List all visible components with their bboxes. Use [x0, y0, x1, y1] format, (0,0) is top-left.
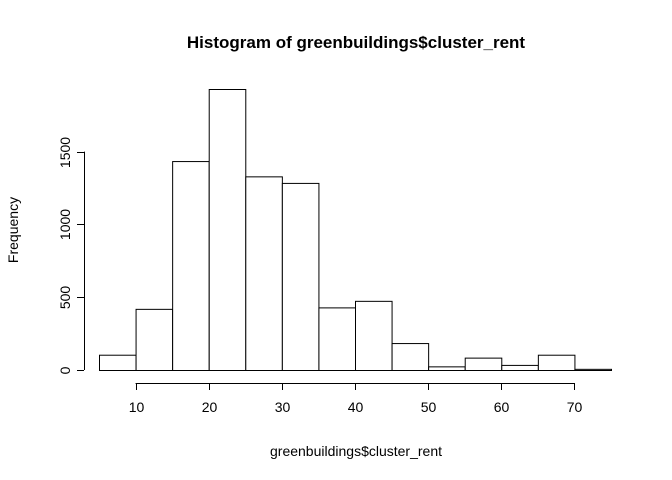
histogram-bar: [318, 307, 356, 371]
x-tick-label: 20: [202, 399, 218, 415]
histogram-bar: [537, 354, 576, 371]
histogram-bar: [391, 343, 430, 371]
y-tick-label: 1000: [57, 209, 73, 240]
x-tick-label: 40: [348, 399, 364, 415]
x-axis: 10 20 30 40 50 60 70: [129, 383, 583, 415]
histogram-bar: [574, 368, 613, 372]
y-tick-label: 0: [57, 366, 73, 374]
x-tick-label: 10: [129, 399, 145, 415]
y-axis: 0 500 1000 1500: [57, 137, 85, 374]
histogram-bar: [245, 176, 283, 371]
histogram-bar: [99, 354, 137, 371]
x-axis-label: greenbuildings$cluster_rent: [270, 443, 442, 459]
histogram-bar: [355, 300, 393, 372]
histogram-bar: [428, 366, 466, 372]
y-tick-label: 500: [57, 286, 73, 310]
chart-title: Histogram of greenbuildings$cluster_rent: [187, 33, 526, 52]
x-tick-label: 50: [421, 399, 437, 415]
histogram-bar: [135, 308, 174, 371]
x-tick-label: 60: [494, 399, 510, 415]
y-axis-label: Frequency: [5, 197, 21, 263]
histogram-bar: [464, 357, 503, 372]
histogram-bar: [208, 89, 247, 371]
histogram-bar: [172, 161, 210, 371]
x-tick-label: 70: [567, 399, 583, 415]
x-tick-label: 30: [275, 399, 291, 415]
histogram-bar: [501, 364, 539, 371]
histogram-bar: [281, 182, 320, 371]
y-tick-label: 1500: [57, 137, 73, 168]
bars-group: [99, 89, 613, 372]
